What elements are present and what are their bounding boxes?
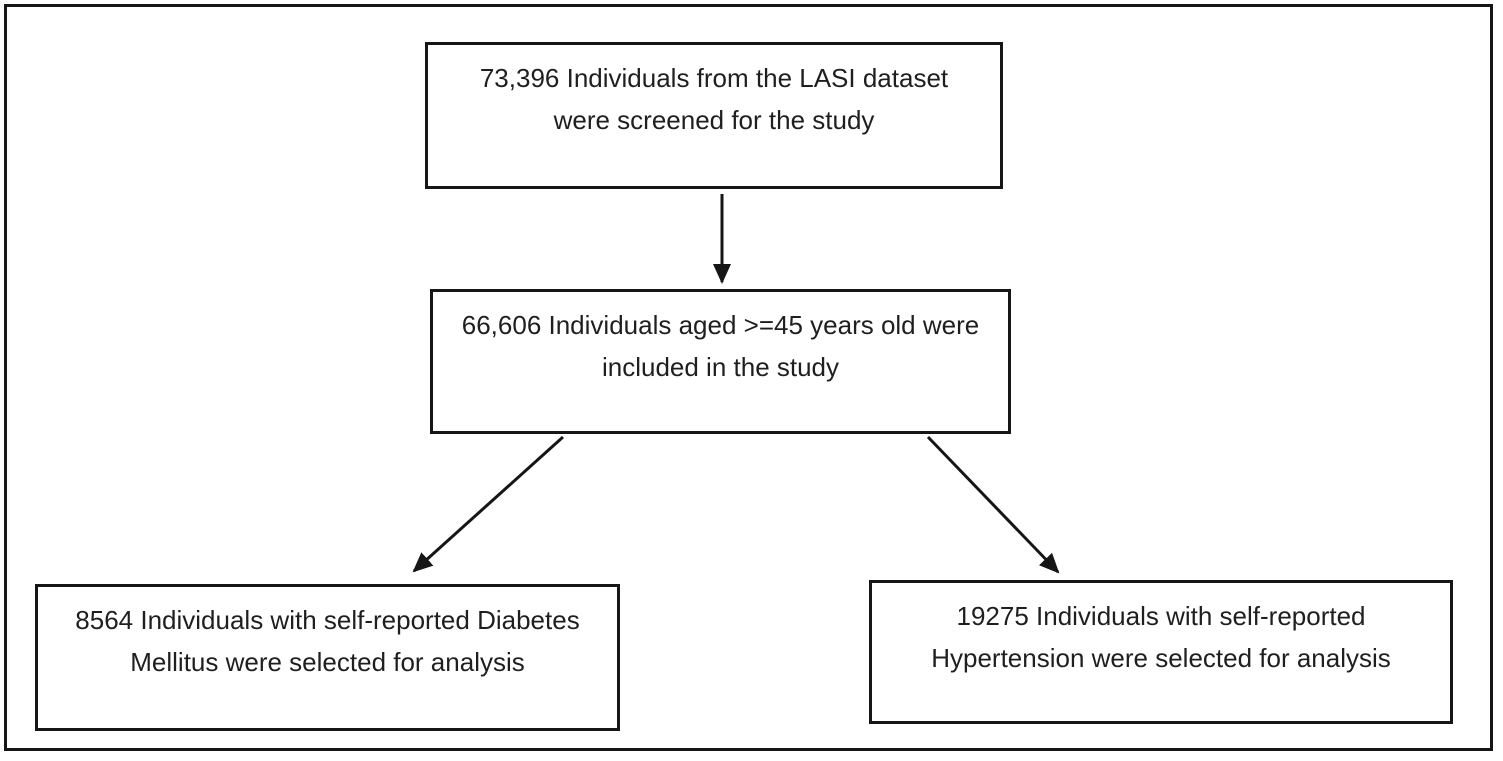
node-screened-line1: 73,396 Individuals from the LASI dataset xyxy=(479,63,949,93)
node-screened-box: 73,396 Individuals from the LASI dataset… xyxy=(425,42,1003,189)
node-diabetes-box: 8564 Individuals with self-reported Diab… xyxy=(35,584,620,731)
node-diabetes-line1: 8564 Individuals with self-reported Diab… xyxy=(75,605,580,635)
node-hypertension-line2: Hypertension were selected for analysis xyxy=(931,643,1391,673)
node-included-line1: 66,606 Individuals aged >=45 years old w… xyxy=(461,310,980,340)
node-hypertension-box: 19275 Individuals with self-reported Hyp… xyxy=(869,580,1453,724)
node-included-box: 66,606 Individuals aged >=45 years old w… xyxy=(430,289,1011,434)
node-diabetes-line2: Mellitus were selected for analysis xyxy=(130,647,525,677)
node-hypertension-line1: 19275 Individuals with self-reported xyxy=(956,601,1366,631)
node-screened-line2: were screened for the study xyxy=(553,105,875,135)
node-included-line2: included in the study xyxy=(601,352,840,382)
diagram-outer-border xyxy=(4,4,1493,751)
